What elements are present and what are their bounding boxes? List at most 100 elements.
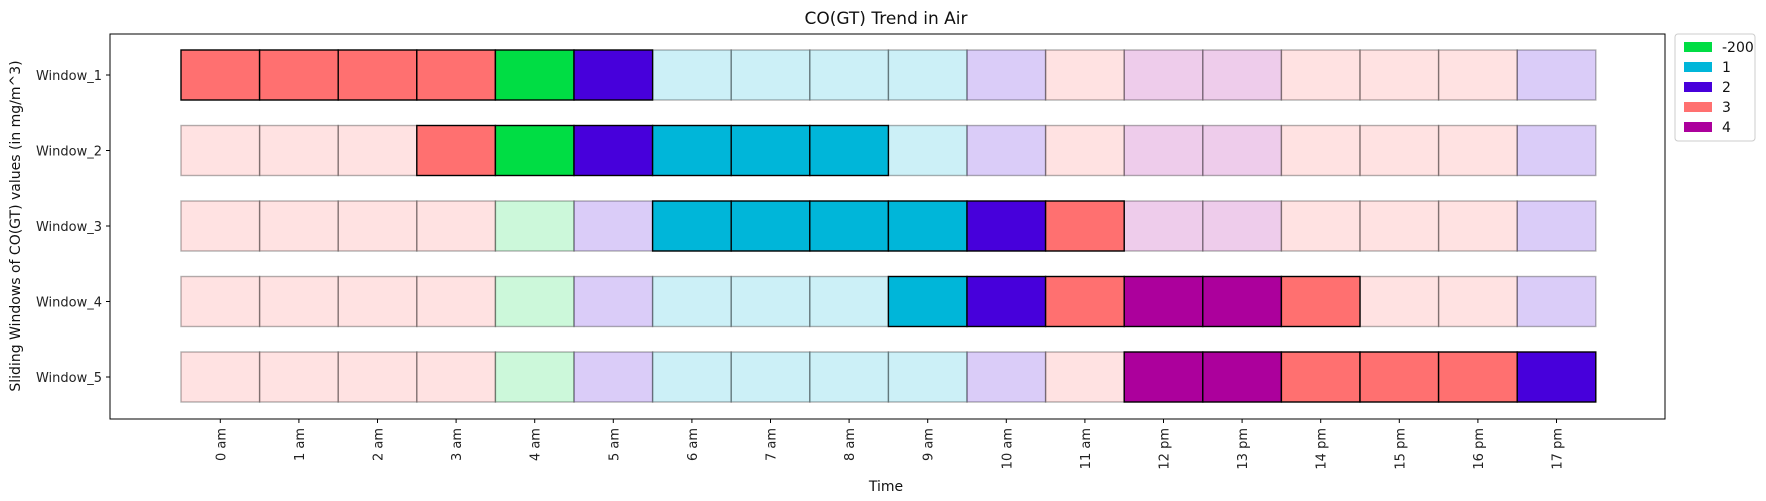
y-tick-layer: Window_1 Window_2 Window_3 Window_4 Window_5 [36,69,110,386]
heatmap-cell-window_4-15 [1359,275,1440,328]
heatmap-cell-window_4-3 [416,275,497,328]
heatmap-cell-window_2-9 [887,124,968,177]
heatmap-cell-window_4-1 [258,275,339,328]
y-axis-label: Sliding Windows of CO(GT) values (in mg/… [8,60,24,391]
heatmap-cell-window_2-0 [180,124,261,177]
heatmap-cell-window_2-4 [494,124,575,177]
heatmap-cell-window_1-15 [1359,49,1440,101]
heatmap-cell-window_1-0 [180,49,261,101]
legend-label: 4 [1722,120,1731,136]
heatmap-cell-window_5-6 [651,351,732,403]
heatmap-cell-window_1-14 [1280,49,1361,101]
heatmap-cell-window_5-8 [809,351,890,403]
heatmap-cell-window_3-14 [1280,200,1361,252]
heatmap-cell-window_1-7 [730,49,811,101]
x-tick-label: 11 am [1079,428,1094,469]
x-tick-label: 1 am [293,428,308,461]
heatmap-cell-window_5-17 [1516,351,1597,403]
heatmap-cell-window_5-2 [337,351,418,403]
heatmap-cell-window_3-17 [1516,200,1597,252]
x-tick-label: 13 pm [1236,428,1251,470]
x-tick-label: 3 am [450,428,465,461]
heatmap-cell-window_2-7 [730,124,811,177]
y-tick-label: Window_1 [36,69,102,84]
heatmap-cell-window_1-17 [1516,49,1597,101]
heatmap-cell-window_5-16 [1437,351,1518,403]
heatmap-cell-window_5-9 [887,351,968,403]
heatmap-cell-window_1-11 [1044,49,1125,101]
heatmap-cell-window_5-1 [258,351,339,403]
heatmap-cell-window_5-0 [180,351,261,403]
heatmap-cell-window_3-16 [1437,200,1518,252]
x-tick-label: 12 pm [1158,428,1173,470]
heatmap-cell-window_3-2 [337,200,418,252]
x-tick-label: 0 am [214,428,229,461]
heatmap-cell-window_3-0 [180,200,261,252]
heatmap-cell-window_2-11 [1044,124,1125,177]
heatmap-cell-window_1-2 [337,49,418,101]
heatmap-cell-window_4-13 [1202,275,1283,328]
heatmap-cell-window_1-1 [258,49,339,101]
legend-swatch [1684,62,1712,72]
legend-swatch [1684,122,1712,132]
chart-title: CO(GT) Trend in Air [804,9,967,29]
heatmap-cell-window_4-12 [1123,275,1204,328]
x-tick-label: 5 am [607,428,622,461]
x-tick-label: 14 pm [1315,428,1330,470]
x-tick-label: 16 pm [1472,428,1487,470]
heatmap-cell-window_3-9 [887,200,968,252]
heatmap-cell-window_3-10 [966,200,1047,252]
heatmap-cell-window_2-6 [651,124,732,177]
heatmap-cell-window_4-10 [966,275,1047,328]
cell-layer [180,49,1597,403]
heatmap-cell-window_3-11 [1044,200,1125,252]
heatmap-cell-window_1-10 [966,49,1047,101]
heatmap-cell-window_1-16 [1437,49,1518,101]
x-tick-label: 2 am [372,428,387,461]
y-tick-label: Window_5 [36,371,102,386]
heatmap-cell-window_3-13 [1202,200,1283,252]
legend-label: 1 [1722,60,1731,76]
heatmap-cell-window_5-5 [573,351,654,403]
heatmap-cell-window_5-4 [494,351,575,403]
heatmap-cell-window_4-17 [1516,275,1597,328]
heatmap-cell-window_2-14 [1280,124,1361,177]
x-tick-label: 9 am [922,428,937,461]
heatmap-cell-window_4-11 [1044,275,1125,328]
heatmap-cell-window_1-4 [494,49,575,101]
x-tick-label: 4 am [529,428,544,461]
x-tick-label: 17 pm [1551,428,1566,470]
heatmap-cell-window_5-13 [1202,351,1283,403]
heatmap-cell-window_4-16 [1437,275,1518,328]
heatmap-cell-window_5-11 [1044,351,1125,403]
heatmap-cell-window_3-6 [651,200,732,252]
heatmap-cell-window_3-15 [1359,200,1440,252]
heatmap-cell-window_3-3 [416,200,497,252]
heatmap-cell-window_3-1 [258,200,339,252]
y-tick-label: Window_3 [36,220,102,235]
legend: -200 1 2 3 4 [1674,33,1756,142]
heatmap-cell-window_4-0 [180,275,261,328]
heatmap-cell-window_3-5 [573,200,654,252]
legend-swatch [1684,82,1712,92]
heatmap-cell-window_1-8 [809,49,890,101]
heatmap-cell-window_2-13 [1202,124,1283,177]
x-tick-label: 7 am [765,428,780,461]
heatmap-cell-window_2-3 [416,124,497,177]
heatmap-cell-window_1-12 [1123,49,1204,101]
heatmap-cell-window_4-14 [1280,275,1361,328]
x-tick-label: 6 am [686,428,701,461]
heatmap-cell-window_5-12 [1123,351,1204,403]
legend-frame [1674,33,1756,142]
heatmap-cell-window_3-12 [1123,200,1204,252]
heatmap-cell-window_2-8 [809,124,890,177]
heatmap-cell-window_4-8 [809,275,890,328]
heatmap-cell-window_4-2 [337,275,418,328]
heatmap-cell-window_3-7 [730,200,811,252]
heatmap-cell-window_2-16 [1437,124,1518,177]
heatmap-cell-window_5-10 [966,351,1047,403]
x-tick-layer: 0 am 1 am 2 am 3 am 4 am 5 am 6 am 7 am 8 am 9 am… [214,419,1566,470]
heatmap-cell-window_1-5 [573,49,654,101]
heatmap-cell-window_4-9 [887,275,968,328]
